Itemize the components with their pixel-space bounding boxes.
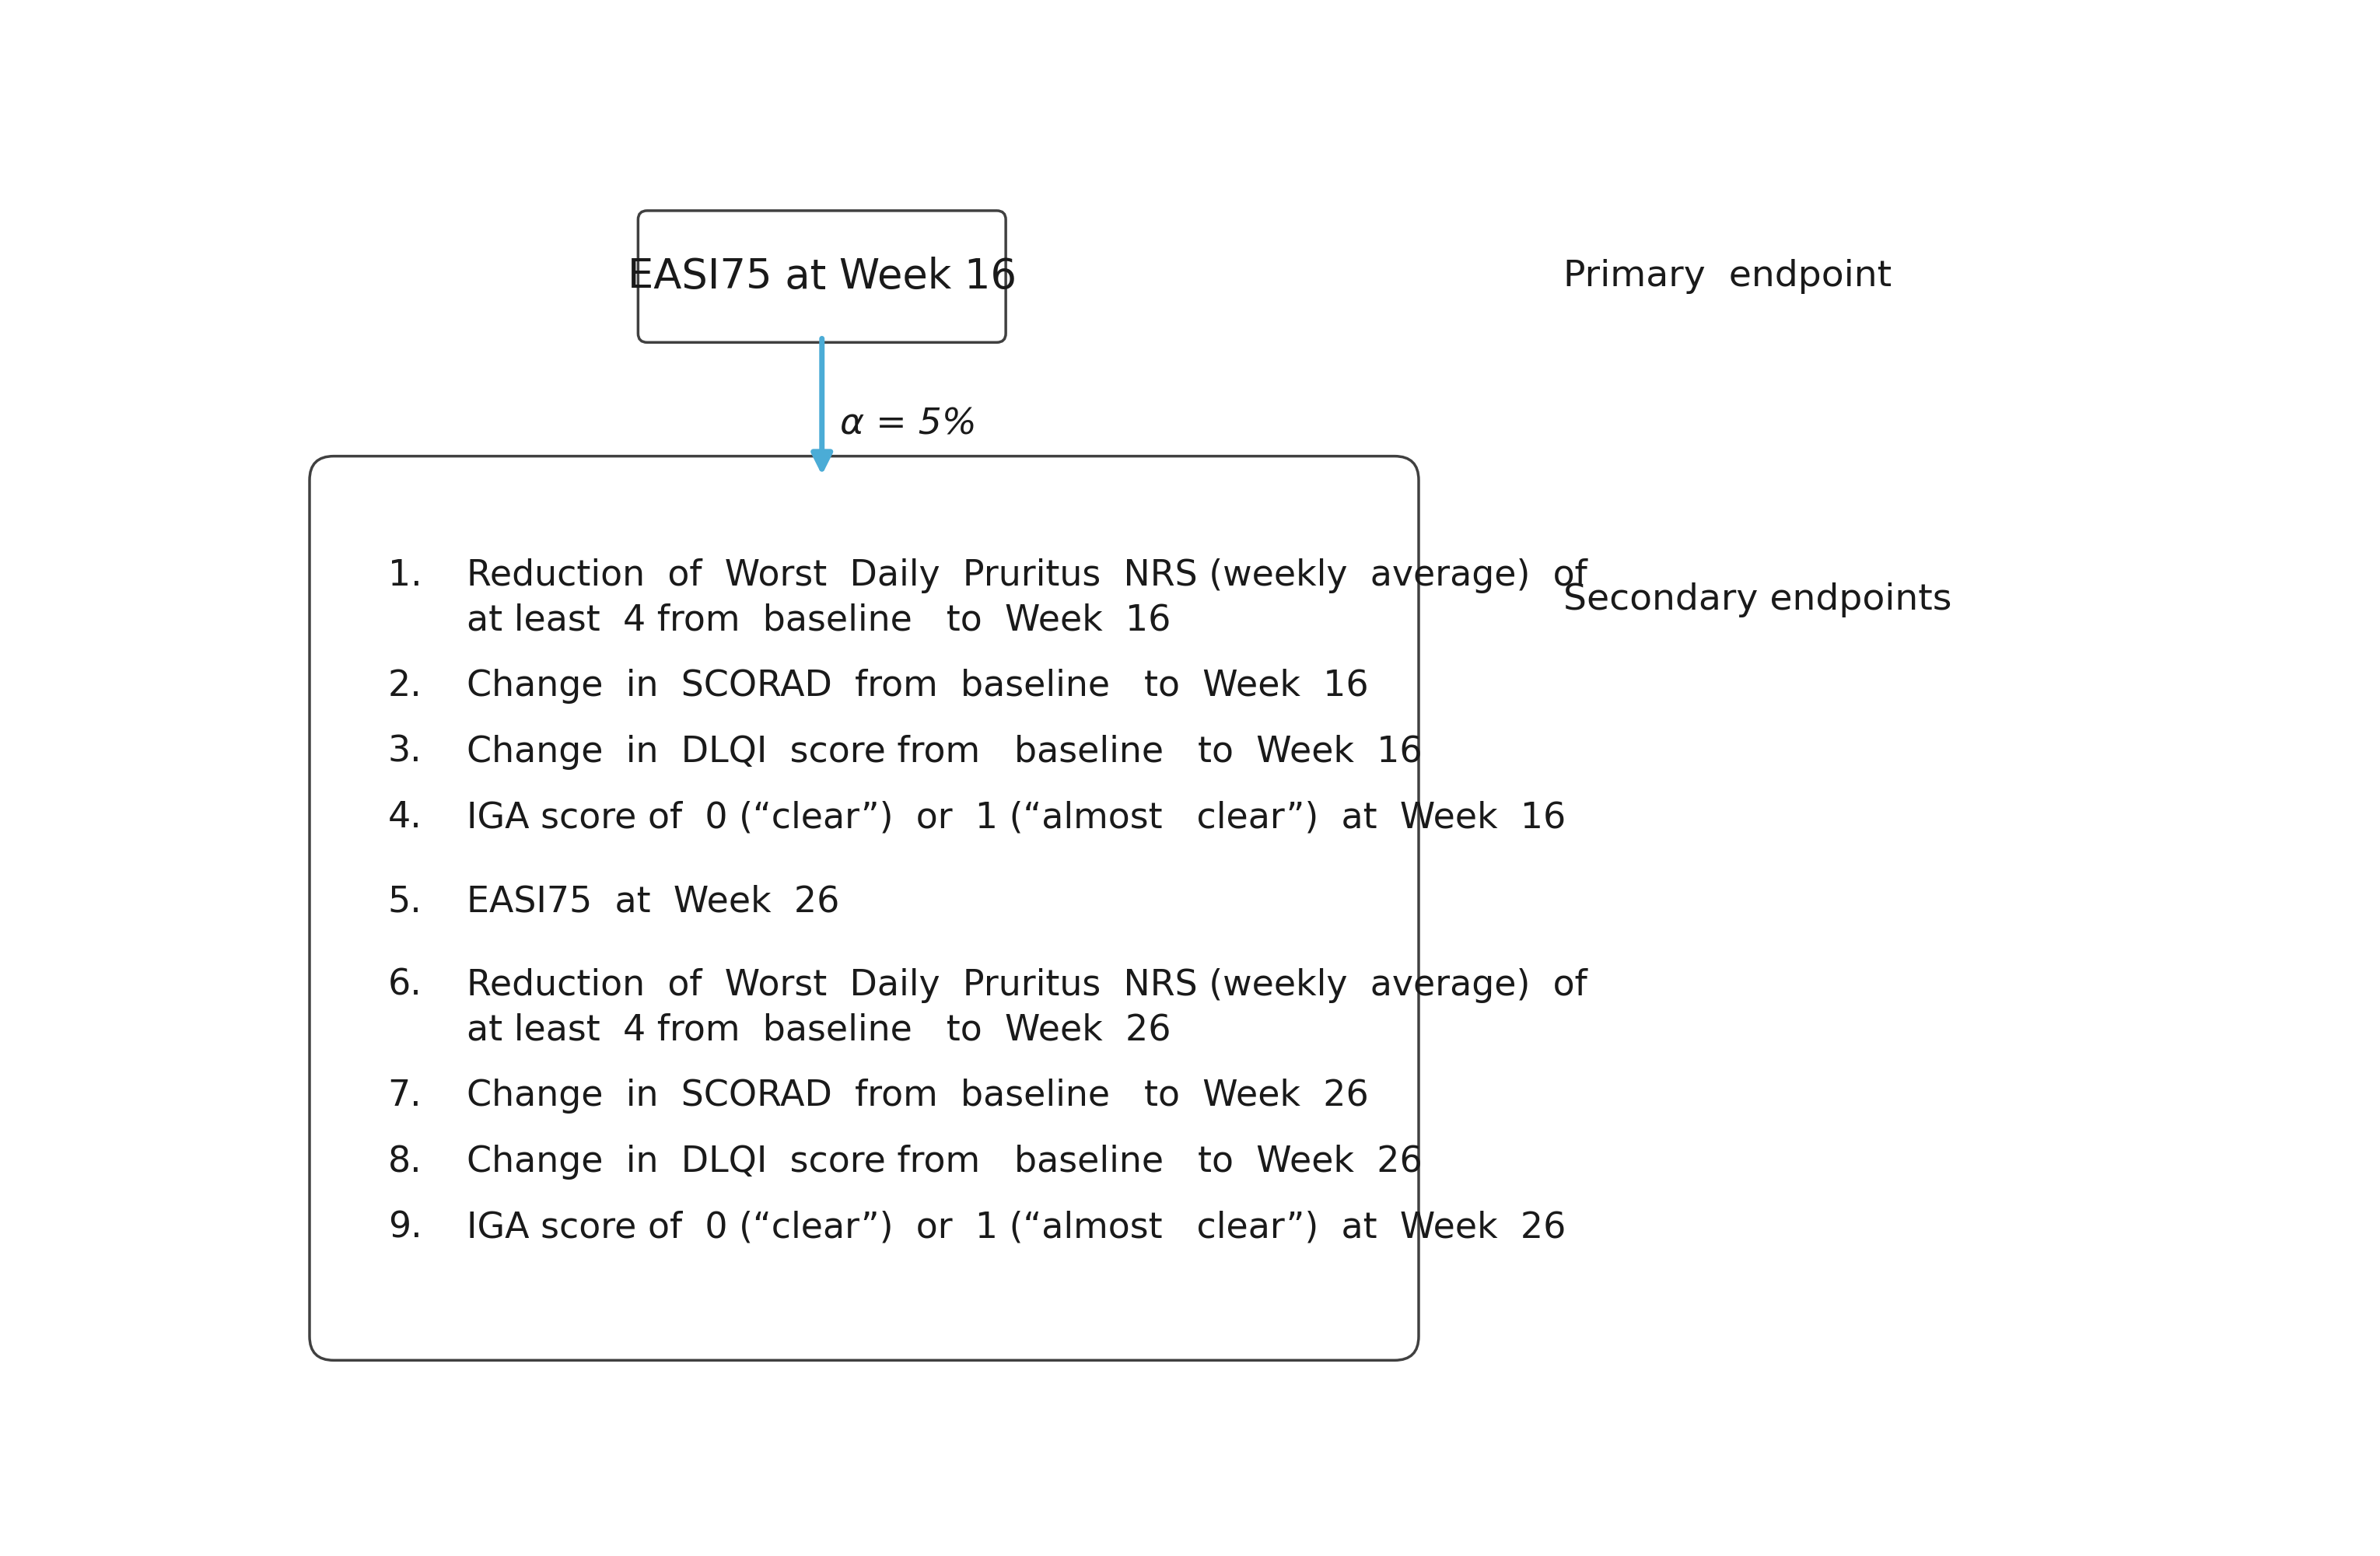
Text: 1.: 1. [388, 559, 421, 593]
Text: 9.: 9. [388, 1211, 421, 1246]
Text: at least  4 from  baseline   to  Week  26: at least 4 from baseline to Week 26 [466, 1013, 1171, 1049]
Text: at least  4 from  baseline   to  Week  16: at least 4 from baseline to Week 16 [466, 602, 1171, 638]
Text: Change  in  DLQI  score from   baseline   to  Week  26: Change in DLQI score from baseline to We… [466, 1145, 1421, 1179]
Text: 7.: 7. [388, 1078, 421, 1114]
Text: 5.: 5. [388, 884, 421, 920]
Text: EASI75  at  Week  26: EASI75 at Week 26 [466, 884, 840, 920]
Text: 3.: 3. [388, 734, 421, 770]
Text: 4.: 4. [388, 800, 421, 836]
FancyBboxPatch shape [309, 456, 1418, 1360]
Text: Change  in  DLQI  score from   baseline   to  Week  16: Change in DLQI score from baseline to We… [466, 734, 1421, 770]
Text: IGA score of  0 (“clear”)  or  1 (“almost   clear”)  at  Week  16: IGA score of 0 (“clear”) or 1 (“almost c… [466, 800, 1566, 836]
Text: Primary  endpoint: Primary endpoint [1564, 258, 1892, 294]
Text: Change  in  SCORAD  from  baseline   to  Week  16: Change in SCORAD from baseline to Week 1… [466, 669, 1368, 703]
Text: 2.: 2. [388, 669, 421, 703]
Text: Change  in  SCORAD  from  baseline   to  Week  26: Change in SCORAD from baseline to Week 2… [466, 1078, 1368, 1114]
Text: α = 5%: α = 5% [840, 408, 976, 442]
FancyBboxPatch shape [638, 210, 1007, 342]
Text: 8.: 8. [388, 1145, 421, 1179]
Text: EASI75 at Week 16: EASI75 at Week 16 [628, 257, 1016, 297]
Text: 6.: 6. [388, 968, 421, 1004]
Text: Secondary endpoints: Secondary endpoints [1564, 582, 1952, 618]
Text: Reduction  of  Worst  Daily  Pruritus  NRS (weekly  average)  of: Reduction of Worst Daily Pruritus NRS (w… [466, 559, 1587, 593]
Text: IGA score of  0 (“clear”)  or  1 (“almost   clear”)  at  Week  26: IGA score of 0 (“clear”) or 1 (“almost c… [466, 1211, 1566, 1246]
Text: Reduction  of  Worst  Daily  Pruritus  NRS (weekly  average)  of: Reduction of Worst Daily Pruritus NRS (w… [466, 968, 1587, 1004]
